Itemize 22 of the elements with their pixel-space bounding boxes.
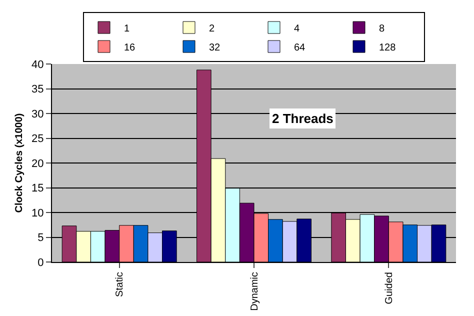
y-tick-label: 20 [32, 158, 44, 170]
x-tick-label: Guided [384, 272, 395, 304]
legend-label: 16 [124, 42, 136, 54]
y-tick-label: 35 [32, 84, 44, 96]
y-tick-label: 5 [38, 232, 44, 244]
y-tick-label: 30 [32, 108, 44, 120]
legend-label: 8 [379, 23, 385, 34]
y-tick-label: 0 [38, 256, 44, 269]
legend-label: 2 [209, 23, 215, 34]
y-tick-label: 10 [32, 207, 44, 220]
annotation: 2 Threads [272, 111, 334, 126]
y-tick-label: 15 [32, 182, 44, 195]
legend-label: 4 [294, 23, 300, 34]
legend-label: 128 [379, 42, 396, 54]
legend-label: 1 [124, 23, 130, 34]
legend-label: 32 [209, 42, 221, 54]
legend-label: 64 [294, 42, 306, 54]
y-axis-title: Clock Cycles (x1000) [14, 113, 25, 213]
x-tick-label: Dynamic [249, 272, 260, 311]
y-tick-label: 40 [32, 58, 44, 71]
y-tick-label: 25 [32, 133, 44, 146]
x-tick-label: Static [114, 272, 126, 298]
